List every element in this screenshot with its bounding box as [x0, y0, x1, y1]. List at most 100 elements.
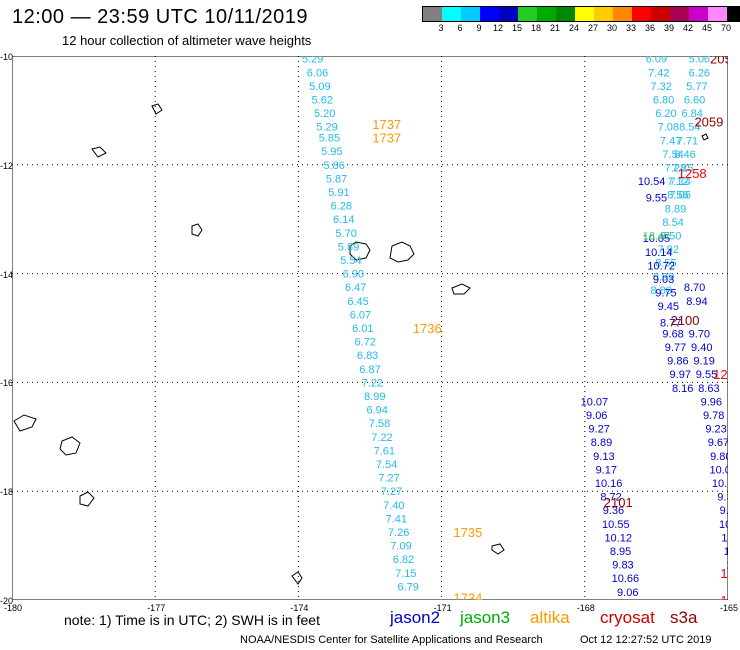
swh-label-blue: 10.30	[724, 546, 728, 558]
note-text: note: 1) Time is in UTC; 2) SWH is in fe…	[64, 612, 320, 628]
color-swatch	[689, 7, 708, 21]
swh-label-blue: 10.66	[612, 573, 640, 585]
swh-label-blue: 8.89	[591, 437, 612, 449]
color-legend-label: 3	[438, 23, 444, 33]
color-swatch	[556, 7, 575, 21]
swh-label-cyan: 7.09	[390, 541, 411, 553]
satellite-legend-cryosat: cryosat	[600, 608, 655, 627]
color-swatch	[480, 7, 499, 21]
swh-label-blue: 10.03	[709, 464, 728, 476]
swh-label-blue: 10.54	[638, 176, 666, 188]
color-legend-label: 15	[511, 23, 523, 33]
swh-label-cyan: 7.40	[383, 500, 404, 512]
swh-label-cyan: 7.42	[648, 67, 669, 79]
lat-tick-label: -18	[0, 487, 14, 498]
swh-label-cyan: 7.41	[386, 513, 407, 525]
swh-label-cyan: 5.54	[340, 255, 361, 267]
timestamp: Oct 12 12:27:52 UTC 2019	[580, 634, 712, 646]
color-swatch	[594, 7, 613, 21]
swh-label-cyan: 7.61	[374, 445, 395, 457]
swh-label-blue: 9.17	[596, 464, 617, 476]
color-legend-label: 27	[587, 23, 599, 33]
color-swatch	[613, 7, 632, 21]
pass-number-label: 1734	[453, 590, 482, 600]
swh-label-cyan: 7.08	[658, 122, 679, 134]
swh-label-blue: 9.19	[693, 356, 714, 368]
island-tonga-a	[291, 571, 303, 585]
swh-label-cyan: 8.56	[667, 190, 688, 202]
swh-label-blue: 9.77	[665, 342, 686, 354]
swh-label-blue: 9.55	[646, 192, 667, 204]
map-subtitle: 12 hour collection of altimeter wave hei…	[62, 33, 312, 48]
swh-label-cyan: 6.82	[393, 554, 414, 566]
color-swatch	[670, 7, 689, 21]
satellite-legend-jason3: jason3	[460, 608, 511, 627]
swh-label-cyan: 8.46	[674, 149, 695, 161]
land-outlines	[13, 103, 709, 585]
pass-number-label: 1	[720, 593, 727, 600]
swh-label-cyan: 6.83	[357, 350, 378, 362]
color-swatch	[461, 7, 480, 21]
pass-number-label: 1737	[372, 131, 401, 146]
wave-height-map[interactable]: 5.296.065.095.625.205.295.855.955.865.87…	[12, 56, 728, 600]
swh-label-blue: 8.95	[610, 546, 631, 558]
swh-label-blue: 9.38	[717, 492, 728, 504]
swh-label-blue: 9.68	[662, 328, 683, 340]
swh-label-cyan: 6.06	[307, 67, 328, 79]
swh-label-cyan: 5.91	[328, 187, 349, 199]
island-fiji-a	[59, 436, 81, 456]
map-frame	[12, 56, 728, 600]
swh-label-cyan: 6.28	[331, 201, 352, 213]
swh-label-blue: 9.55	[696, 369, 717, 381]
swh-label-cyan: 7.27	[381, 486, 402, 498]
swh-label-blue: 9.86	[667, 356, 688, 368]
swh-label-blue: 8.63	[698, 383, 719, 395]
swh-label-blue: 9.45	[658, 301, 679, 313]
swh-label-cyan: 6.47	[345, 282, 366, 294]
swh-label-cyan: 6.07	[350, 309, 371, 321]
swh-label-blue: 9.40	[691, 342, 712, 354]
swh-label-cyan: 8.99	[364, 391, 385, 403]
swh-label-cyan: 6.79	[397, 581, 418, 593]
color-legend-label: 70	[720, 23, 732, 33]
swh-label-blue: 9.80	[710, 451, 728, 463]
swh-label-blue: 10.72	[647, 260, 675, 272]
island-upolu	[389, 241, 415, 263]
color-legend-label: 12	[492, 23, 504, 33]
swh-label-blue: 8.77	[660, 318, 681, 330]
swh-label-blue: 10.55	[602, 519, 630, 531]
satellite-legend-s3a: s3a	[670, 608, 698, 627]
lon-tick-label: -171	[433, 603, 452, 613]
swh-label-blue: 8.70	[684, 282, 705, 294]
swh-label-blue: 10.12	[604, 532, 632, 544]
swh-label-blue: 9.67	[708, 437, 728, 449]
island-small-c	[91, 146, 107, 158]
swh-label-cyan: 5.20	[314, 108, 335, 120]
swh-label-cyan: 6.45	[347, 296, 368, 308]
color-legend-label: 30	[606, 23, 618, 33]
wave-height-labels: 5.296.065.095.625.205.295.855.955.865.87…	[302, 56, 728, 599]
swh-label-cyan: 8.89	[665, 203, 686, 215]
satellite-legend-altika: altika	[530, 608, 570, 627]
swh-label-cyan: 6.60	[684, 95, 705, 107]
island-small-a	[191, 223, 203, 237]
swh-label-cyan: 7.22	[371, 432, 392, 444]
swh-label-cyan: 6.01	[352, 323, 373, 335]
swh-label-cyan: 7.12	[667, 176, 688, 188]
pass-number-label: 1735	[453, 525, 482, 540]
swh-label-blue: 9.23	[705, 424, 726, 436]
color-swatch	[651, 7, 670, 21]
swh-label-cyan: 5.70	[335, 228, 356, 240]
swh-label-cyan: 8.50	[660, 231, 681, 243]
swh-label-blue: 9.06	[617, 587, 638, 599]
swh-label-cyan: 6.87	[359, 364, 380, 376]
pass-number-label: 1	[720, 566, 727, 581]
swh-label-blue: 10.16	[595, 478, 623, 490]
swh-label-cyan: 7.54	[662, 149, 683, 161]
swh-label-cyan: 7.06	[670, 190, 691, 202]
swh-label-blue: 8.72	[600, 492, 621, 504]
swh-label-blue: 9.83	[612, 560, 633, 572]
swh-label-cyan: 6.20	[655, 108, 676, 120]
pass-number-label: 2101	[604, 495, 633, 510]
